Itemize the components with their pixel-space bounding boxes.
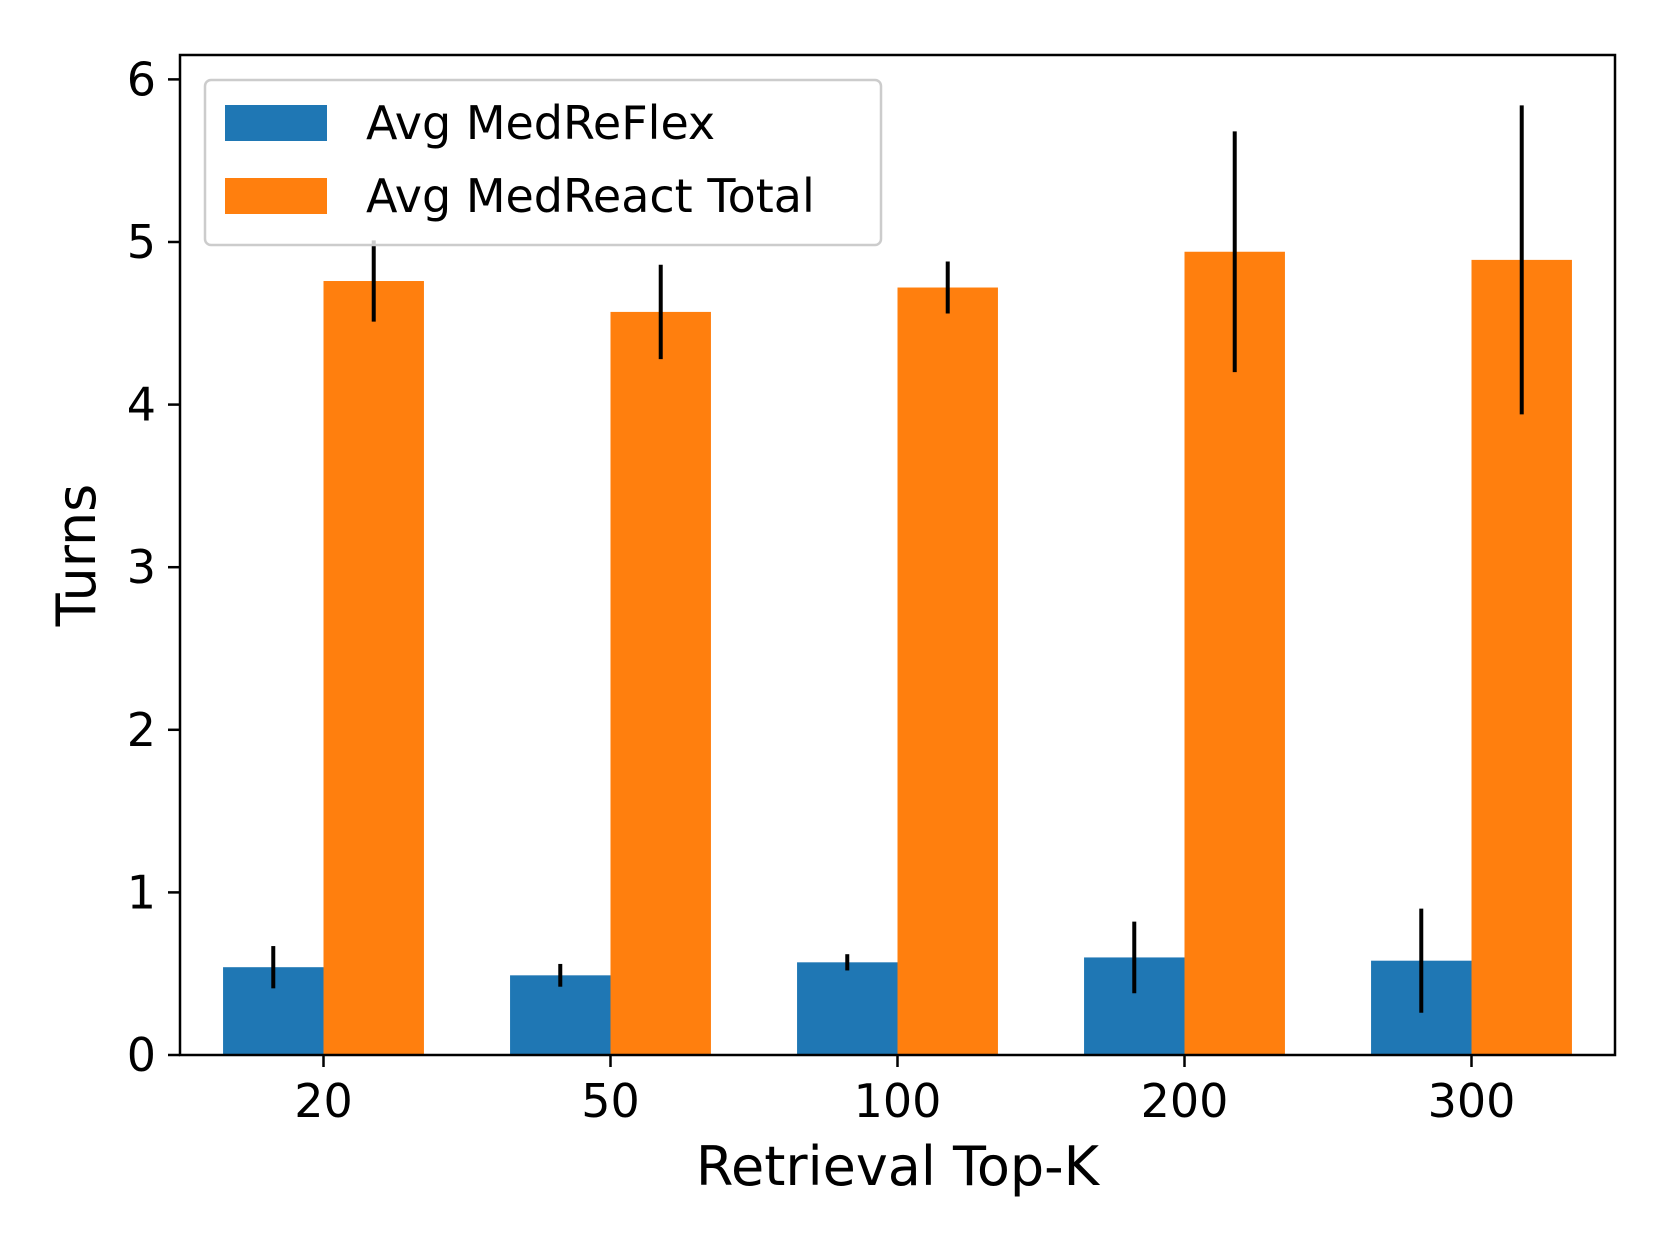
legend-label-medreflex: Avg MedReFlex	[366, 96, 715, 150]
y-tick-label-1: 1	[127, 865, 156, 919]
x-tick-label-50: 50	[581, 1074, 640, 1128]
y-tick-label-4: 4	[127, 378, 156, 432]
legend-box	[203, 78, 883, 247]
legend-swatch-medreact-total	[225, 178, 327, 214]
bar-avg-medreflex-50	[510, 975, 611, 1055]
bar-avg-medreflex-100	[797, 962, 898, 1055]
bar-avg-medreact-total-100	[897, 287, 998, 1055]
x-tick-label-300: 300	[1428, 1074, 1516, 1128]
legend: Avg MedReFlex Avg MedReact Total	[203, 78, 883, 247]
bar-avg-medreact-total-200	[1184, 251, 1285, 1055]
y-tick-label-0: 0	[127, 1028, 156, 1082]
x-tick-label-200: 200	[1141, 1074, 1229, 1128]
y-tick-label-2: 2	[127, 703, 156, 757]
y-tick-label-6: 6	[127, 52, 156, 106]
x-axis-label: Retrieval Top-K	[696, 1135, 1101, 1198]
y-tick-label-3: 3	[127, 540, 156, 594]
bars-layer	[223, 251, 1572, 1056]
y-tick-label-5: 5	[127, 215, 156, 269]
y-axis: 0 1 2 3 4 5 6	[127, 52, 180, 1082]
error-bars-layer	[271, 105, 1524, 1013]
legend-swatch-medreflex	[225, 105, 327, 141]
y-axis-label: Turns	[45, 484, 108, 628]
x-axis: 20 50 100 200 300	[294, 1055, 1515, 1128]
bar-avg-medreact-total-50	[610, 311, 711, 1055]
bar-avg-medreact-total-20	[323, 281, 424, 1056]
x-tick-label-100: 100	[854, 1074, 942, 1128]
x-tick-label-20: 20	[294, 1074, 353, 1128]
legend-label-medreact-total: Avg MedReact Total	[366, 169, 815, 223]
